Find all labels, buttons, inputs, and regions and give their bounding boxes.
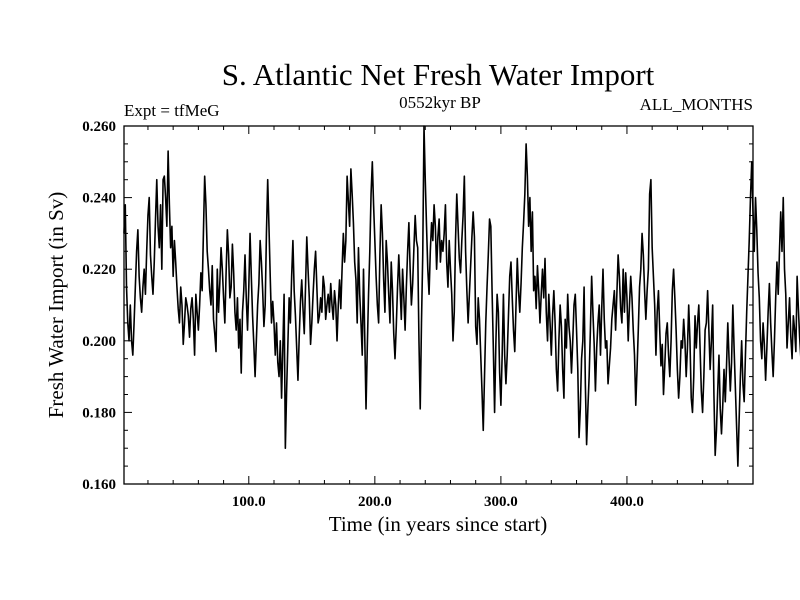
x-tick-label: 300.0 xyxy=(484,494,518,510)
y-tick-label: 0.200 xyxy=(82,334,116,350)
period-label: 0552kyr BP xyxy=(399,93,481,112)
y-tick-label: 0.220 xyxy=(82,262,116,278)
y-tick-label: 0.160 xyxy=(82,477,116,493)
experiment-label: Expt = tfMeG xyxy=(124,101,220,120)
months-label: ALL_MONTHS xyxy=(640,95,753,114)
y-tick-label: 0.260 xyxy=(82,119,116,135)
x-tick-label: 200.0 xyxy=(358,494,392,510)
y-tick-label: 0.240 xyxy=(82,191,116,207)
y-axis-title: Fresh Water Import (in Sv) xyxy=(44,192,68,419)
x-axis-title: Time (in years since start) xyxy=(329,512,548,536)
y-tick-label: 0.180 xyxy=(82,405,116,421)
plot-area xyxy=(123,125,800,467)
x-tick-label: 100.0 xyxy=(232,494,266,510)
y-axis: 0.160 0.180 0.200 0.220 0.240 0.260 xyxy=(82,119,753,493)
series-line-0 xyxy=(123,125,800,467)
x-axis: 100.0 200.0 300.0 400.0 xyxy=(147,126,754,510)
chart-title: S. Atlantic Net Fresh Water Import xyxy=(222,57,655,92)
x-tick-label: 400.0 xyxy=(610,494,644,510)
